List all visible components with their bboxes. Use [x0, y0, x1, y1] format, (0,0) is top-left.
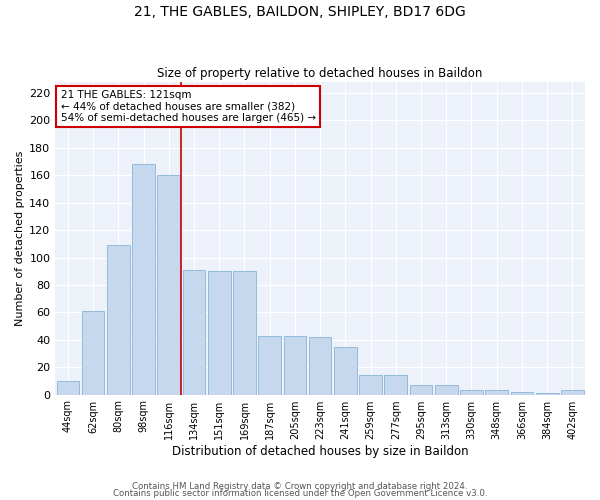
Text: Contains public sector information licensed under the Open Government Licence v3: Contains public sector information licen… [113, 489, 487, 498]
Y-axis label: Number of detached properties: Number of detached properties [15, 150, 25, 326]
Bar [485, 390, 508, 394]
Title: Size of property relative to detached houses in Baildon: Size of property relative to detached ho… [157, 66, 483, 80]
Bar [82, 311, 104, 394]
Bar [309, 337, 331, 394]
Text: Contains HM Land Registry data © Crown copyright and database right 2024.: Contains HM Land Registry data © Crown c… [132, 482, 468, 491]
Bar [460, 390, 483, 394]
Bar [208, 271, 230, 394]
Bar [385, 376, 407, 394]
Text: 21, THE GABLES, BAILDON, SHIPLEY, BD17 6DG: 21, THE GABLES, BAILDON, SHIPLEY, BD17 6… [134, 5, 466, 19]
Bar [132, 164, 155, 394]
Text: 21 THE GABLES: 121sqm
← 44% of detached houses are smaller (382)
54% of semi-det: 21 THE GABLES: 121sqm ← 44% of detached … [61, 90, 316, 123]
Bar [157, 176, 180, 394]
Bar [410, 385, 433, 394]
Bar [359, 376, 382, 394]
Bar [435, 385, 458, 394]
Bar [561, 390, 584, 394]
X-axis label: Distribution of detached houses by size in Baildon: Distribution of detached houses by size … [172, 444, 469, 458]
Bar [107, 245, 130, 394]
Bar [511, 392, 533, 394]
Bar [233, 271, 256, 394]
Bar [284, 336, 306, 394]
Bar [182, 270, 205, 394]
Bar [536, 393, 559, 394]
Bar [56, 381, 79, 394]
Bar [259, 336, 281, 394]
Bar [334, 346, 357, 395]
